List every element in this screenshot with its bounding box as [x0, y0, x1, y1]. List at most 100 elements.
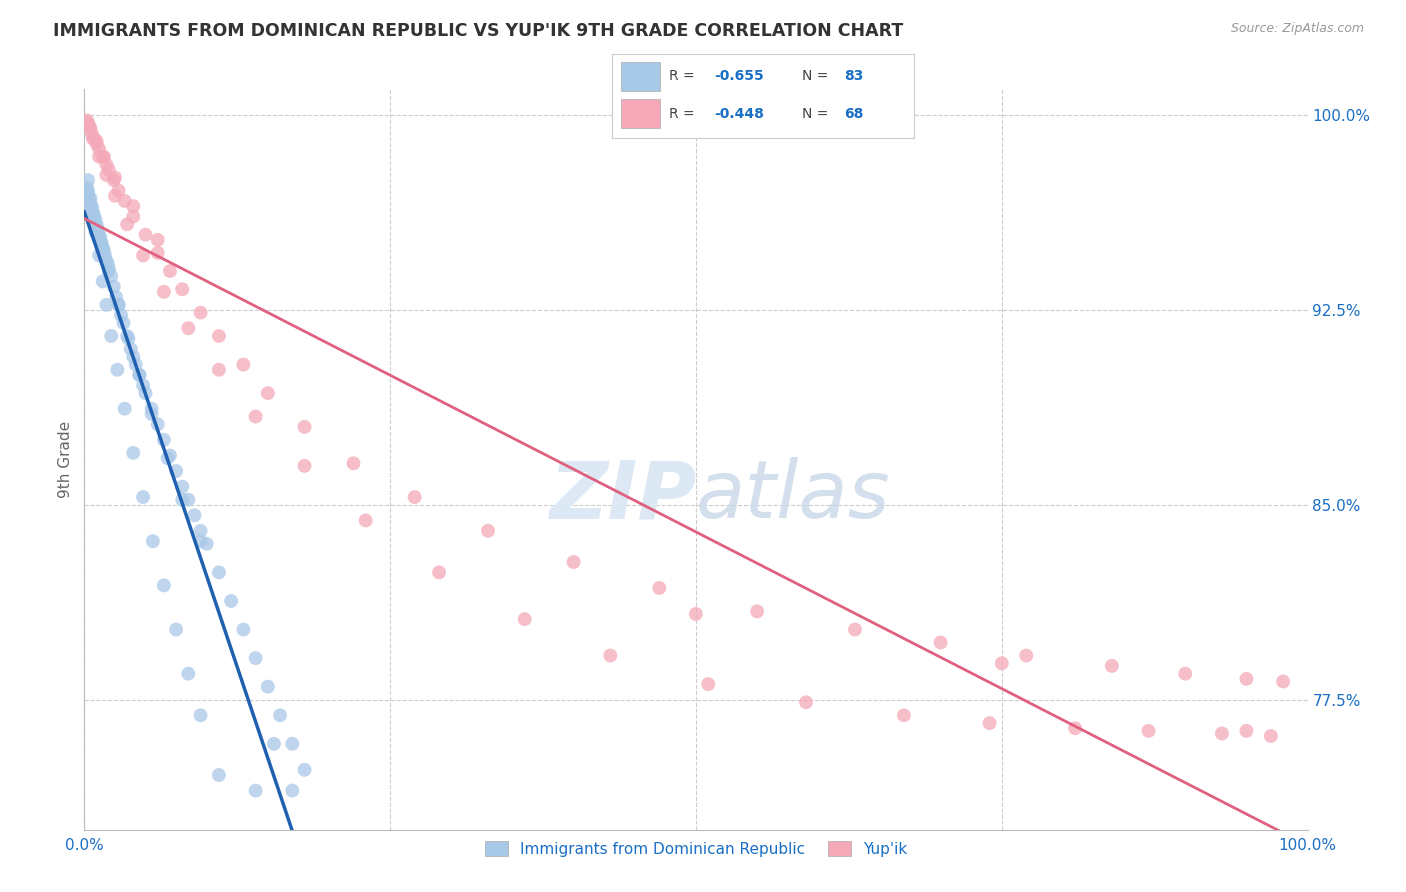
Point — [177, 321, 200, 335]
Point — [79, 191, 101, 205]
Point — [107, 184, 129, 198]
Point — [893, 708, 915, 723]
Point — [107, 298, 129, 312]
Point — [122, 350, 145, 364]
Point — [1236, 723, 1258, 738]
Point — [190, 708, 212, 723]
Point — [128, 368, 150, 382]
Point — [245, 409, 267, 424]
Point — [93, 244, 115, 258]
Point — [91, 241, 114, 255]
Point — [208, 329, 231, 343]
Text: atlas: atlas — [696, 458, 891, 535]
Text: ZIP: ZIP — [548, 458, 696, 535]
Text: 68: 68 — [845, 107, 863, 120]
Point — [747, 604, 769, 618]
FancyBboxPatch shape — [620, 99, 659, 128]
Legend: Immigrants from Dominican Republic, Yup'ik: Immigrants from Dominican Republic, Yup'… — [478, 834, 914, 863]
Point — [141, 407, 163, 421]
Text: R =: R = — [669, 70, 699, 83]
Point — [82, 207, 104, 221]
Point — [245, 651, 267, 665]
Point — [114, 194, 136, 208]
Point — [125, 358, 148, 372]
Point — [77, 173, 100, 187]
Point — [83, 210, 105, 224]
Point — [96, 157, 118, 171]
Point — [156, 451, 179, 466]
Point — [86, 136, 108, 151]
Point — [77, 191, 100, 205]
Point — [1236, 672, 1258, 686]
Point — [172, 492, 194, 507]
Point — [1101, 659, 1123, 673]
Point — [648, 581, 671, 595]
Point — [128, 368, 150, 382]
Point — [1272, 674, 1295, 689]
Point — [103, 279, 125, 293]
Point — [115, 217, 138, 231]
Point — [80, 202, 103, 216]
Point — [96, 168, 118, 182]
Point — [232, 358, 254, 372]
Point — [190, 305, 212, 319]
Point — [112, 316, 135, 330]
Point — [96, 298, 118, 312]
Text: N =: N = — [801, 107, 832, 120]
Point — [86, 217, 108, 231]
Point — [190, 534, 212, 549]
Text: R =: R = — [669, 107, 699, 120]
Point — [794, 695, 817, 709]
Point — [294, 420, 316, 434]
Point — [91, 275, 114, 289]
Point — [97, 261, 120, 276]
Point — [87, 150, 110, 164]
Point — [281, 737, 304, 751]
Point — [114, 401, 136, 416]
Point — [91, 150, 114, 164]
Point — [427, 566, 450, 580]
Point — [103, 173, 125, 187]
Point — [153, 433, 176, 447]
Text: IMMIGRANTS FROM DOMINICAN REPUBLIC VS YUP'IK 9TH GRADE CORRELATION CHART: IMMIGRANTS FROM DOMINICAN REPUBLIC VS YU… — [53, 22, 904, 40]
Point — [208, 566, 231, 580]
Point — [105, 363, 128, 377]
Point — [929, 635, 952, 649]
Point — [132, 248, 155, 262]
Point — [80, 127, 103, 141]
Point — [165, 464, 187, 478]
Point — [991, 657, 1014, 671]
Y-axis label: 9th Grade: 9th Grade — [58, 421, 73, 498]
Point — [87, 222, 110, 236]
Point — [153, 578, 176, 592]
Point — [263, 737, 285, 751]
Point — [177, 666, 200, 681]
Point — [79, 196, 101, 211]
Point — [165, 623, 187, 637]
Text: Source: ZipAtlas.com: Source: ZipAtlas.com — [1230, 22, 1364, 36]
Point — [82, 204, 104, 219]
Point — [342, 456, 364, 470]
Point — [84, 225, 107, 239]
Point — [94, 248, 117, 262]
Point — [477, 524, 499, 538]
Point — [232, 623, 254, 637]
Point — [172, 282, 194, 296]
Point — [96, 253, 118, 268]
Point — [146, 245, 169, 260]
Point — [135, 227, 157, 242]
Point — [90, 238, 112, 252]
Point — [599, 648, 621, 663]
Point — [141, 401, 163, 416]
Point — [122, 446, 145, 460]
Point — [1174, 666, 1197, 681]
Point — [1260, 729, 1282, 743]
Point — [115, 329, 138, 343]
Point — [979, 716, 1001, 731]
Point — [79, 121, 101, 136]
Point — [146, 417, 169, 432]
Point — [513, 612, 536, 626]
Point — [83, 131, 105, 145]
Point — [153, 285, 176, 299]
Point — [219, 594, 242, 608]
